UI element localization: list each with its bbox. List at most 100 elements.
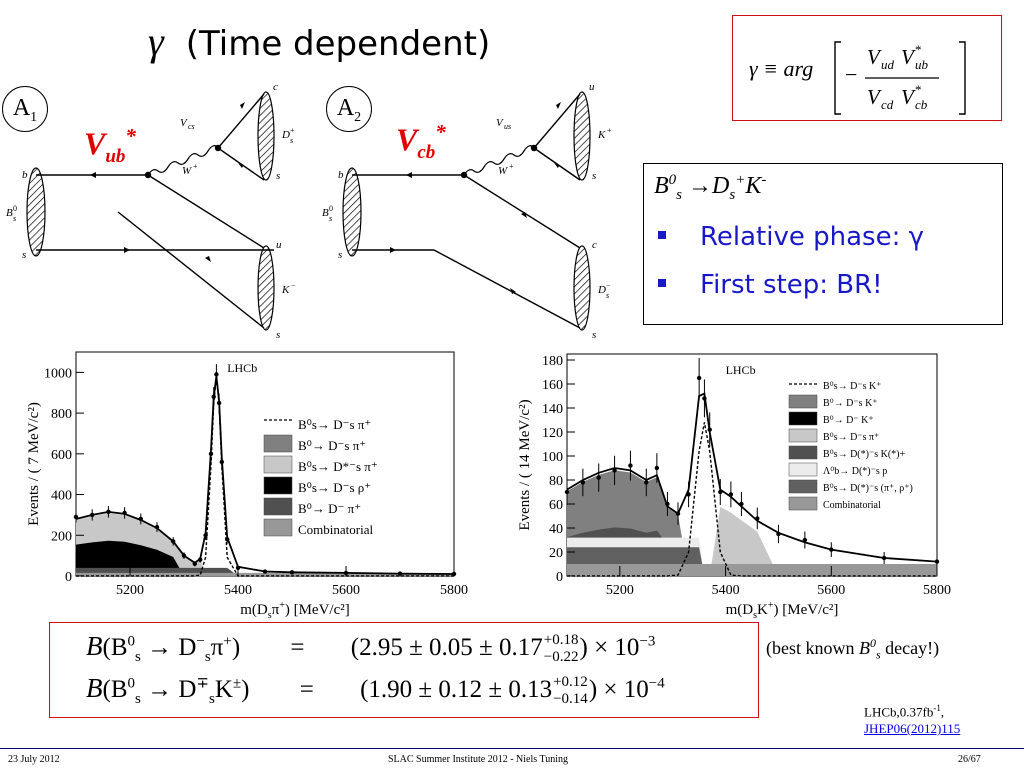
a2-label-k: K [597, 129, 606, 141]
data-point [644, 480, 649, 485]
lhcb-label: LHCb [726, 363, 756, 377]
slide-title: γ (Time dependent) [148, 18, 490, 65]
legend-label: B⁰→ D⁻s K⁺ [823, 398, 878, 409]
denominator-va: V [867, 85, 882, 109]
br1-d: D [178, 634, 197, 661]
total-fit-line [566, 392, 938, 563]
data-point [225, 537, 230, 542]
data-point [728, 492, 734, 497]
legend-label: B⁰s→ D⁻s π⁺ [823, 432, 879, 443]
numerator-va: V [867, 45, 882, 69]
data-point [106, 509, 111, 515]
br1-times: ) × 10 [579, 634, 640, 661]
a2-label-ds: D [597, 284, 606, 296]
legend-label: B⁰→ D⁻s π⁺ [298, 438, 366, 453]
a2-label-vus-sub: us [504, 122, 511, 131]
x-tick-label: 5800 [440, 583, 468, 598]
badge-a1-sub: 1 [30, 109, 38, 125]
br1-d-sup: − [196, 633, 205, 650]
y-axis-label: Events / ( 14 MeV/c²) [517, 399, 533, 530]
x-tick-label: 5200 [116, 583, 144, 598]
ckm-a1-sub: ub [105, 146, 126, 168]
data-point [181, 553, 187, 558]
data-point [262, 569, 268, 574]
legend-label: Combinatorial [298, 522, 373, 537]
br2-k-sup: ± [232, 675, 242, 692]
br1-close: ) [231, 634, 241, 661]
data-point [718, 489, 723, 495]
data-point [216, 400, 222, 406]
data-point [564, 489, 570, 495]
data-point [707, 427, 712, 432]
a2-label-bs: B [322, 207, 329, 219]
y-tick-label: 800 [51, 407, 72, 422]
gamma-definition-box: γ ≡ arg − V ud V ub * V cd V cb * [732, 15, 1002, 121]
data-point [776, 531, 781, 537]
ckm-a1-main: V [84, 125, 106, 162]
data-point [397, 571, 403, 576]
a1-label-c: c [273, 81, 278, 93]
data-point [289, 570, 295, 575]
legend-swatch [263, 455, 293, 474]
legend-swatch [788, 394, 818, 409]
best-known-note: (best known B0s decay!) [766, 636, 939, 663]
data-point [138, 516, 143, 522]
data-point [628, 463, 633, 468]
br1-lhs-sub: s [135, 649, 141, 665]
feynman-diagram-a2: b s B s 0 V us W + u K + s c D s − s [322, 81, 612, 340]
legend-swatch [263, 518, 293, 537]
br2-d-sup: ∓ [196, 675, 209, 692]
legend-swatch [788, 428, 818, 443]
badge-a1-letter: A [12, 95, 31, 121]
decay-b-sub: s [676, 186, 683, 203]
a1-label-ds-sub: s [290, 136, 293, 145]
br2-d-sub: s [208, 691, 215, 707]
data-point [198, 557, 203, 562]
y-tick-label: 100 [542, 450, 563, 465]
ckm-vcb-star: Vcb* [396, 120, 446, 164]
y-tick-label: 400 [51, 489, 72, 504]
data-point [739, 501, 744, 507]
data-point [934, 559, 940, 564]
legend-swatch [263, 476, 293, 495]
data-point [73, 514, 79, 520]
a1-label-k-sup: − [291, 281, 296, 290]
note-b: B [859, 638, 870, 658]
decay-b-sup: 0 [668, 172, 677, 188]
decay-info-box: B0s →Ds+K- Relative phase: γ First step:… [643, 163, 1003, 325]
a1-label-u: u [276, 239, 282, 251]
plot-ds-k: 0 20 40 60 80 100 120 140 160 180 5200 5400 5600 5800… [517, 353, 951, 618]
footer-line [0, 748, 1024, 749]
footer-page: 26/67 [958, 754, 981, 765]
footer-date: 23 July 2012 [8, 754, 60, 765]
y-tick-label: 120 [542, 426, 563, 441]
br1-lhs-sup: 0 [127, 633, 136, 650]
note-post: decay!) [880, 638, 940, 658]
y-tick-label: 40 [549, 522, 563, 537]
br2-eq: = [299, 676, 314, 703]
data-point [208, 451, 214, 457]
bullet-marker [658, 278, 666, 287]
definition-lhs: γ ≡ arg [749, 56, 813, 81]
decay-b: B [654, 173, 669, 199]
data-point [154, 524, 160, 530]
decay-mode: B0s →Ds+K- [654, 172, 766, 204]
decay-d-sub: s [729, 186, 736, 203]
br1-d-sub: s [204, 649, 211, 665]
br2-lhs: (B [102, 676, 128, 703]
x-tick-label: 5400 [712, 583, 740, 598]
legend-swatch [788, 496, 818, 511]
br2-lhs-sup: 0 [127, 675, 136, 692]
numerator-star: * [915, 42, 922, 57]
br1-lhs: (B [102, 634, 128, 661]
legend-label: B⁰s→ D(*)⁻s (π⁺, ρ⁺) [823, 483, 913, 494]
jhep-link[interactable]: JHEP06(2012)115 [864, 721, 961, 736]
br1-exp: −3 [639, 633, 656, 650]
feynman-diagram-a1: b s B s 0 V cs W + c D s + s u K − s [6, 81, 296, 340]
legend-label: B⁰s→ D⁻s π⁺ [298, 417, 371, 432]
a1-label-s-lower: s [276, 329, 280, 340]
definition-minus: − [845, 62, 857, 87]
bullet-marker [658, 230, 666, 239]
br2-times: ) × 10 [588, 676, 649, 703]
a1-label-s-bottom: s [22, 249, 26, 261]
